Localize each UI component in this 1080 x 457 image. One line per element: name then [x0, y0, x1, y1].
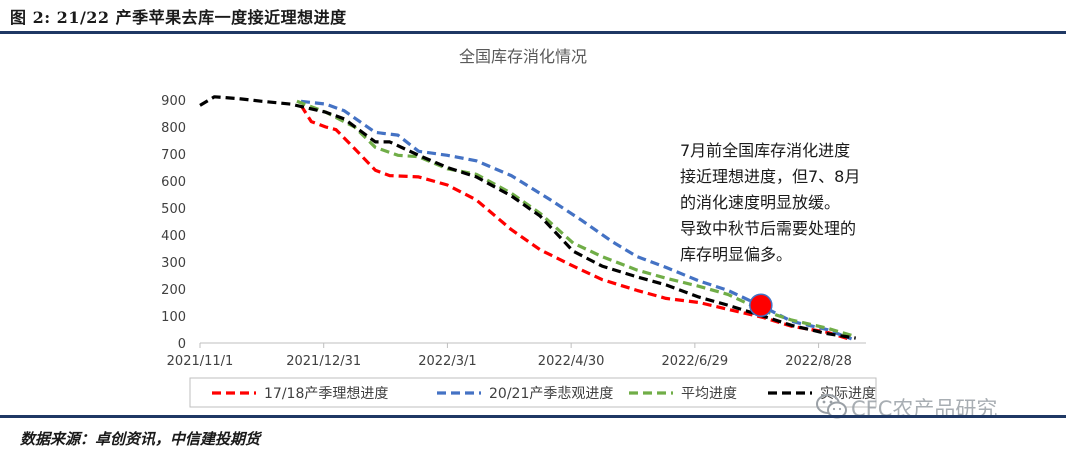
top-rule [0, 31, 1066, 34]
legend-label-3: 实际进度 [820, 386, 876, 402]
legend-label-1: 20/21产季悲观进度 [489, 385, 613, 402]
x-tick-label: 2021/12/31 [286, 354, 361, 369]
watermark-text: CFC农产品研究 [851, 397, 998, 421]
y-tick-label: 800 [161, 121, 186, 136]
y-tick-label: 400 [161, 229, 186, 244]
annotation-line: 的消化速度明显放缓。 [680, 193, 840, 212]
x-tick-label: 2022/8/28 [785, 354, 852, 369]
figure-caption: 图 2: 21/22 产季苹果去库一度接近理想进度 [10, 8, 347, 27]
chart-svg: 全国库存消化情况 0 100 200 300 400 500 600 700 800 900 2021… [161, 47, 877, 408]
x-tick-label: 2022/4/30 [538, 354, 605, 369]
annotation-line: 接近理想进度，但7、8月 [680, 167, 860, 186]
y-tick-label: 200 [161, 283, 186, 298]
data-source: 数据来源：卓创资讯，中信建投期货 [20, 430, 261, 448]
y-tick-label: 900 [161, 94, 186, 109]
series-line-0 [299, 104, 853, 342]
annotation-line: 库存明显偏多。 [680, 245, 792, 264]
x-tick-label: 2021/11/1 [167, 354, 234, 369]
highlight-marker [749, 293, 773, 317]
annotation-line: 导致中秋节后需要处理的 [680, 219, 856, 238]
y-tick-label: 300 [161, 256, 186, 271]
legend-label-2: 平均进度 [681, 386, 737, 402]
y-tick-label: 500 [161, 202, 186, 217]
x-tick-label: 2022/6/29 [662, 354, 729, 369]
annotation-line: 7月前全国库存消化进度 [680, 141, 850, 160]
y-tick-label: 100 [161, 310, 186, 325]
y-tick-label: 600 [161, 175, 186, 190]
legend-label-0: 17/18产季理想进度 [264, 386, 388, 402]
y-tick-label: 700 [161, 148, 186, 163]
legend-box [189, 377, 877, 408]
x-tick-label: 2022/3/1 [418, 354, 476, 369]
series-line-3 [199, 95, 856, 340]
chart-title: 全国库存消化情况 [459, 47, 587, 66]
bottom-rule [0, 415, 1066, 418]
y-tick-label: 0 [178, 337, 186, 352]
